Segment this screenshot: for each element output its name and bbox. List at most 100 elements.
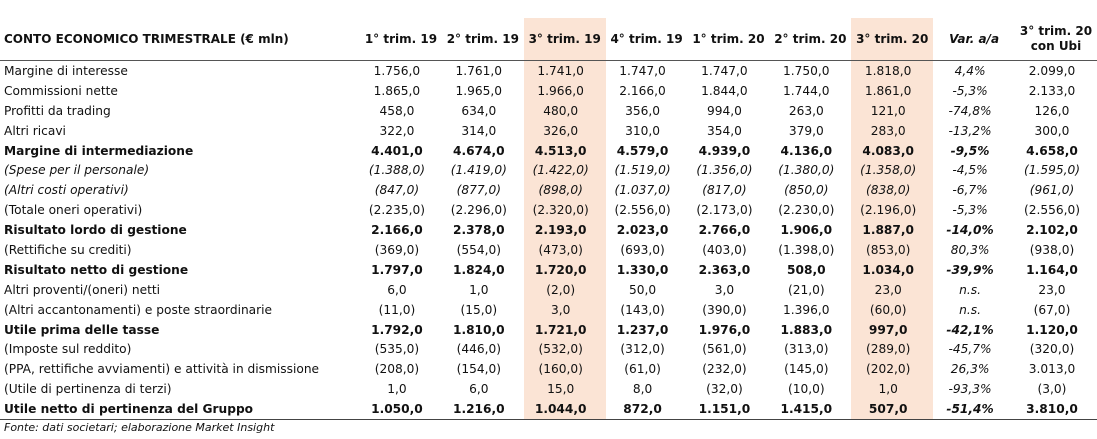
column-header: 3° trim. 20 [851,18,934,61]
cell-value: 1.034,0 [851,259,934,280]
cell-value: (11,0) [378,302,416,317]
table-row: Profitti da trading 458,0 634,0 480,0 356,0 9… [0,100,1097,121]
cell-value: 634,0 [461,103,497,118]
cell-value: 314,0 [461,123,497,138]
table-title: CONTO ECONOMICO TRIMESTRALE (€ mln) [0,18,360,61]
cell-value: (1.519,0) [614,163,671,178]
cell-value: 4.083,0 [851,140,934,161]
cell-value: 26,3% [950,362,990,377]
cell-value: 2.193,0 [523,220,606,241]
cell-value: 1.415,0 [769,399,852,421]
table-row: Utile prima delle tasse 1.792,0 1.810,0 1.7… [0,319,1097,340]
cell-value: (1.380,0) [778,163,835,178]
table-row: (Imposte sul reddito) (535,0) (446,0) (532,… [0,339,1097,360]
row-label: Altri ricavi [4,123,66,138]
table-row: (Utile di pertinenza di terzi) 1,0 6,0 15,0… [0,379,1097,400]
cell-value: (160,0) [523,359,606,380]
cell-value: 326,0 [523,120,606,141]
cell-value: 1.237,0 [616,322,669,337]
cell-value: 121,0 [851,100,934,121]
column-header: 3° trim. 20 con Ubi [1015,18,1097,61]
cell-value: (898,0) [523,180,606,201]
cell-value: 1.906,0 [780,223,833,238]
table-body: Margine di interesse 1.756,0 1.761,0 1.741,… [0,60,1097,421]
row-label: (Spese per il personale) [4,163,150,178]
cell-value: 379,0 [788,123,824,138]
cell-value: 4.136,0 [780,143,833,158]
cell-value: (446,0) [456,342,502,357]
table-row: (Altri accantonamenti) e poste straordin… [0,299,1097,320]
cell-value: 1.792,0 [371,322,423,337]
cell-value: (1.422,0) [523,160,606,181]
table-row: Commissioni nette 1.865,0 1.965,0 1.966,0 2.… [0,80,1097,101]
row-label: (Rettifiche su crediti) [4,242,132,257]
cell-value: 23,0 [851,279,934,300]
cell-value: 1.966,0 [523,80,606,101]
cell-value: -14,0% [946,223,994,238]
cell-value: 1.164,0 [1026,262,1078,277]
cell-value: (232,0) [702,362,747,377]
cell-value: 1.151,0 [687,399,770,421]
cell-value: 1.810,0 [452,322,505,337]
row-label: (Imposte sul reddito) [4,342,132,357]
cell-value: -45,7% [948,342,992,357]
cell-value: -42,1% [946,322,994,337]
cell-value: 1.883,0 [780,322,833,337]
cell-value: 4.401,0 [371,143,423,158]
income-table: CONTO ECONOMICO TRIMESTRALE (€ mln) 1° tr… [0,18,1097,421]
row-label: (Altri costi operativi) [4,183,129,198]
cell-value: (1.419,0) [450,163,507,178]
cell-value: (1.356,0) [696,163,753,178]
cell-value: n.s. [959,302,981,317]
cell-value: (320,0) [1029,342,1075,357]
row-label: Profitti da trading [4,103,111,118]
cell-value: (403,0) [702,242,747,257]
cell-value: 2.363,0 [698,262,751,277]
row-label: Risultato lordo di gestione [4,223,187,238]
cell-value: 300,0 [1034,123,1070,138]
column-header: Var. a/a [933,18,1015,61]
cell-value: -5,3% [952,203,988,218]
cell-value: 263,0 [788,103,824,118]
cell-value: 4,4% [954,63,986,78]
source-note: Fonte: dati societari; elaborazione Mark… [4,421,275,434]
cell-value: 2.099,0 [1028,63,1076,78]
cell-value: (561,0) [702,342,747,357]
cell-value: 1.721,0 [523,319,606,340]
cell-value: 4.579,0 [616,143,669,158]
cell-value: (853,0) [851,240,934,260]
cell-value: 1.965,0 [455,83,503,98]
cell-value: (10,0) [787,382,825,397]
cell-value: (961,0) [1029,183,1075,198]
cell-value: (2.196,0) [851,200,934,221]
row-label: (Totale oneri operativi) [4,203,143,218]
cell-value: -93,3% [948,382,992,397]
cell-value: 1,0 [387,382,407,397]
row-label: Margine di intermediazione [4,143,194,158]
cell-value: 2.102,0 [1026,223,1078,238]
cell-value: 354,0 [706,123,742,138]
cell-value: 356,0 [625,103,660,118]
cell-value: 2.023,0 [616,223,669,238]
cell-value: 507,0 [851,399,934,421]
cell-value: 480,0 [523,100,606,121]
column-header: 3° trim. 19 [523,18,606,61]
cell-value: 4.674,0 [452,143,505,158]
cell-value: -39,9% [946,262,994,277]
cell-value: (847,0) [374,183,420,198]
table-row: Utile netto di pertinenza del Gruppo 1.05… [0,399,1097,421]
row-label: Risultato netto di gestione [4,262,189,277]
cell-value: 3,0 [714,282,735,297]
cell-value: 1.330,0 [616,262,669,277]
header-row: CONTO ECONOMICO TRIMESTRALE (€ mln) 1° tr… [0,18,1097,61]
cell-value: (3,0) [1037,382,1067,397]
cell-value: (2.230,0) [778,203,835,218]
table-row: Margine di interesse 1.756,0 1.761,0 1.741,… [0,60,1097,81]
cell-value: (61,0) [624,362,661,377]
cell-value: (15,0) [460,302,498,317]
cell-value: (1.595,0) [1023,163,1081,178]
cell-value: -74,8% [948,103,992,118]
table-row: Risultato netto di gestione 1.797,0 1.824,… [0,259,1097,280]
cell-value: 1.761,0 [455,63,503,78]
